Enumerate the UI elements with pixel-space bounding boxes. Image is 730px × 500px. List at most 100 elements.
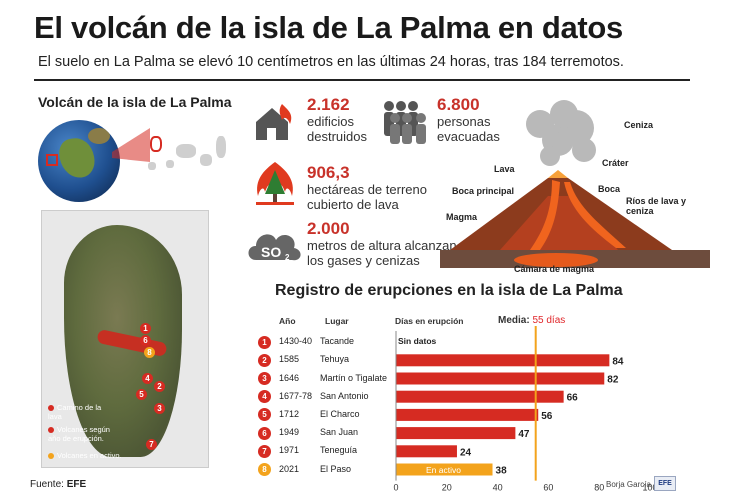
bar-value-label: 56 bbox=[541, 411, 553, 422]
efe-logo: EFE bbox=[654, 476, 676, 491]
x-tick-label: 60 bbox=[543, 483, 553, 493]
la-palma-satellite-map: 1 2 3 4 5 6 7 8 Camino de la lava Volcan… bbox=[41, 210, 209, 468]
el-hierro-island bbox=[148, 162, 156, 170]
legend-lava: Camino de la lava bbox=[48, 403, 102, 421]
bar-value-label: 47 bbox=[518, 429, 530, 440]
row-year: 1646 bbox=[279, 372, 300, 383]
row-year: 2021 bbox=[279, 463, 300, 474]
media-label: Media: 55 días bbox=[498, 315, 566, 326]
title-divider bbox=[34, 79, 690, 81]
label-boca: Boca bbox=[598, 184, 621, 194]
map-marker: 5 bbox=[136, 389, 147, 400]
row-place: Teneguía bbox=[320, 445, 358, 456]
footer-author: Borja García bbox=[606, 480, 651, 489]
tenerife-island bbox=[176, 144, 196, 158]
map-marker: 2 bbox=[154, 381, 165, 392]
map-section-title: Volcán de la isla de La Palma bbox=[38, 94, 232, 110]
bar bbox=[396, 463, 493, 476]
label-camara: Cámara de magma bbox=[514, 264, 595, 274]
row-year: 1585 bbox=[279, 354, 300, 365]
map-marker: 4 bbox=[142, 373, 153, 384]
label-lava: Lava bbox=[494, 164, 515, 174]
label-boca-principal: Boca principal bbox=[452, 186, 515, 196]
bar bbox=[396, 445, 457, 458]
row-place: San Juan bbox=[320, 427, 359, 438]
row-number-badge: 6 bbox=[258, 426, 271, 440]
row-year: 1430-40 bbox=[279, 336, 313, 347]
map-marker: 7 bbox=[146, 439, 157, 450]
bar bbox=[396, 427, 516, 440]
row-place: Martín o Tigalate bbox=[320, 372, 388, 383]
stat-buildings: 2.162 edificios destruidos bbox=[307, 95, 367, 145]
page-title: El volcán de la isla de La Palma en dato… bbox=[34, 10, 623, 45]
la-gomera-island bbox=[166, 160, 174, 168]
row-number-badge: 2 bbox=[258, 353, 271, 367]
x-tick-label: 80 bbox=[594, 483, 604, 493]
bar bbox=[396, 390, 564, 403]
row-place: San Antonio bbox=[320, 390, 369, 401]
row-place: Tacande bbox=[320, 336, 355, 347]
row-number-badge: 7 bbox=[258, 444, 271, 458]
x-tick-label: 40 bbox=[493, 483, 503, 493]
row-number-badge: 8 bbox=[258, 463, 271, 476]
no-data-label: Sin datos bbox=[398, 336, 437, 347]
row-place: El Paso bbox=[320, 463, 352, 474]
page-subtitle: El suelo en La Palma se elevó 10 centíme… bbox=[38, 54, 624, 70]
so2-subscript: 2 bbox=[285, 253, 290, 262]
people-group-icon bbox=[384, 101, 426, 144]
map-marker: 3 bbox=[154, 403, 165, 414]
bar-value-label: 84 bbox=[612, 356, 624, 367]
burning-house-icon bbox=[256, 104, 292, 140]
stat-hectares: 906,3 hectáreas de terreno cubierto de l… bbox=[307, 163, 427, 213]
row-year: 1971 bbox=[279, 445, 300, 456]
volcano-diagram: Ceniza Cráter Lava Boca principal Boca R… bbox=[440, 100, 710, 280]
globe-image bbox=[38, 120, 120, 202]
row-place: Tehuya bbox=[320, 354, 350, 365]
row-number-badge: 4 bbox=[258, 390, 271, 404]
row-number-badge: 3 bbox=[258, 372, 271, 385]
media-value: 55 días bbox=[532, 315, 566, 326]
label-ceniza: Ceniza bbox=[624, 120, 654, 130]
row-year: 1677-78 bbox=[279, 390, 313, 401]
canary-islands-marker bbox=[46, 154, 58, 166]
stat-gas-height: 2.000 metros de altura alcanzan los gase… bbox=[307, 219, 457, 269]
globe-europe-landmass bbox=[88, 128, 110, 144]
column-header-days: Días en erupción bbox=[395, 316, 464, 326]
la-palma-island-highlight bbox=[150, 136, 162, 152]
bar-value-label: 66 bbox=[567, 393, 579, 404]
footer-source: Fuente: EFE bbox=[30, 479, 87, 490]
label-rios: Ríos de lava y ceniza bbox=[626, 196, 687, 216]
zoom-connector bbox=[112, 128, 150, 162]
map-marker-active: 8 bbox=[144, 347, 155, 358]
label-magma: Magma bbox=[446, 212, 478, 222]
so2-cloud-icon: SO 2 bbox=[248, 234, 301, 262]
row-place: El Charco bbox=[320, 408, 360, 419]
gran-canaria-island bbox=[200, 154, 212, 166]
row-year: 1712 bbox=[279, 408, 300, 419]
x-tick-label: 100 bbox=[642, 483, 657, 493]
row-number-badge: 1 bbox=[258, 335, 271, 349]
label-crater: Cráter bbox=[602, 158, 629, 168]
row-number-badge: 5 bbox=[258, 408, 271, 422]
bar-value-label: 82 bbox=[607, 375, 619, 386]
bar-note-label: En activo bbox=[426, 465, 461, 475]
bar-value-label: 38 bbox=[496, 466, 508, 477]
bar bbox=[396, 354, 610, 367]
bar bbox=[396, 372, 605, 385]
volcano-illustration bbox=[440, 100, 710, 268]
row-year: 1949 bbox=[279, 427, 300, 438]
x-tick-label: 0 bbox=[393, 483, 398, 493]
canary-islands-map bbox=[140, 130, 230, 180]
chart-title: Registro de erupciones en la isla de La … bbox=[275, 282, 623, 299]
bar bbox=[396, 408, 539, 421]
map-marker: 1 bbox=[140, 323, 151, 334]
legend-volcanoes: Volcanes según año de erupción. bbox=[48, 425, 110, 443]
x-tick-label: 20 bbox=[442, 483, 452, 493]
map-marker: 6 bbox=[140, 335, 151, 346]
bar-value-label: 24 bbox=[460, 447, 472, 458]
stat-evacuated: 6.800 personas evacuadas bbox=[437, 95, 500, 145]
legend-active: Volcanes en activo. bbox=[48, 451, 128, 460]
so2-text: SO bbox=[261, 244, 281, 260]
column-header-year: Año bbox=[279, 316, 296, 326]
